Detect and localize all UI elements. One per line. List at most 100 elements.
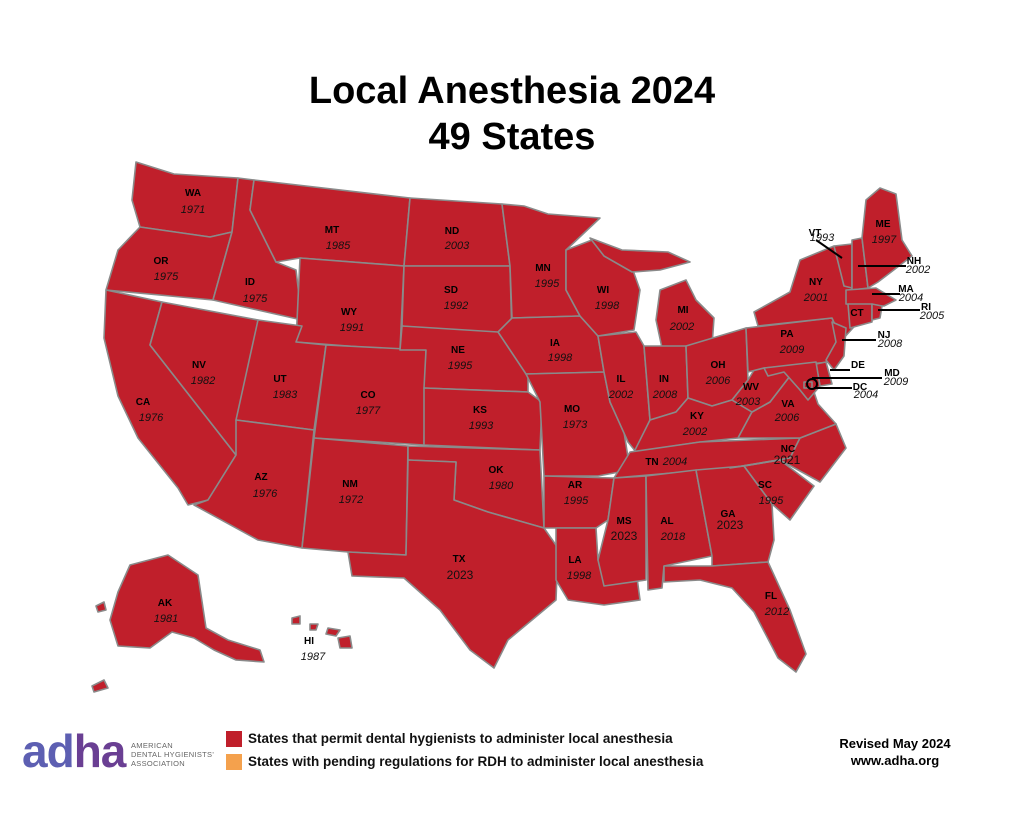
website-url: www.adha.org (850, 753, 940, 768)
state-wa[interactable] (131, 161, 239, 238)
state-label-wy: WY (341, 307, 357, 318)
hi-island-oahu (309, 623, 319, 631)
state-year-ia: 1998 (548, 352, 573, 364)
state-year-or: 1975 (154, 271, 179, 283)
state-year-ca: 1976 (139, 412, 164, 424)
state-label-id: ID (245, 277, 255, 288)
state-year-la: 1998 (567, 570, 592, 582)
state-year-ar: 1995 (564, 495, 589, 507)
state-label-ms: MS (617, 516, 632, 527)
state-fl[interactable] (663, 561, 807, 673)
state-label-or: OR (154, 256, 170, 267)
state-label-pa: PA (780, 329, 793, 340)
state-label-nh: NH (907, 256, 921, 267)
state-mi-up[interactable] (589, 237, 691, 273)
hi-island-big (337, 635, 353, 649)
state-year-mi: 2002 (669, 321, 694, 333)
state-mi[interactable] (655, 279, 715, 349)
state-label-ct: CT (850, 308, 863, 319)
ak-island-2 (91, 679, 109, 693)
state-or[interactable] (105, 226, 233, 301)
state-label-vt: VT (809, 228, 822, 239)
state-label-nm: NM (342, 479, 358, 490)
state-year-me: 1997 (872, 234, 897, 246)
state-label-co: CO (361, 390, 376, 401)
state-year-dc: 2004 (853, 389, 878, 401)
state-year-sd: 1992 (444, 300, 468, 312)
state-label-ky: KY (690, 411, 704, 422)
state-year-ks: 1993 (469, 420, 494, 432)
state-year-nv: 1982 (191, 375, 215, 387)
state-label-ri: RI (921, 302, 931, 313)
state-year-hi: 1987 (301, 651, 326, 663)
state-ri[interactable] (871, 303, 883, 321)
state-label-az: AZ (254, 472, 267, 483)
state-nc[interactable] (729, 423, 847, 483)
state-year-in: 2008 (652, 389, 678, 401)
state-year-il: 2002 (608, 389, 633, 401)
state-year-nj: 2008 (877, 338, 903, 350)
state-label-mo: MO (564, 404, 580, 415)
state-year-oh: 2006 (705, 375, 731, 387)
logo-line-2: DENTAL HYGIENISTS' (131, 750, 215, 759)
logo-line-3: ASSOCIATION (131, 759, 186, 768)
logo-wordmark-ad: ad (22, 725, 75, 777)
state-la[interactable] (555, 527, 641, 606)
state-year-wi: 1998 (595, 300, 620, 312)
legend-label-pending: States with pending regulations for RDH … (248, 754, 704, 769)
state-md[interactable] (763, 361, 821, 401)
state-label-ca: CA (136, 397, 150, 408)
state-year-sc: 1995 (759, 495, 784, 507)
revised-date: Revised May 2024 (839, 736, 951, 751)
state-year-ri: 2005 (919, 310, 945, 322)
state-label-me: ME (876, 219, 891, 230)
state-year-ga: 2023 (717, 518, 744, 532)
state-tx[interactable] (347, 459, 559, 669)
state-label-in: IN (659, 374, 669, 385)
state-year-fl: 2012 (764, 606, 789, 618)
state-label-wa: WA (185, 188, 201, 199)
adha-logo: adha (22, 725, 126, 777)
state-mt[interactable] (249, 179, 411, 267)
state-ct[interactable] (847, 303, 873, 329)
state-year-pa: 2009 (779, 344, 804, 356)
map-title: Local Anesthesia 2024 (308, 70, 716, 112)
state-label-nj: NJ (878, 330, 891, 341)
state-label-mt: MT (325, 225, 339, 236)
state-year-va: 2006 (774, 412, 800, 424)
state-ks[interactable] (423, 387, 543, 451)
state-year-mn: 1995 (535, 278, 560, 290)
state-label-tx: TX (453, 554, 466, 565)
state-year-tx: 2023 (447, 568, 474, 582)
state-label-ar: AR (568, 480, 583, 491)
state-year-ky: 2002 (682, 426, 707, 438)
leader-lines (806, 239, 920, 390)
hi-island-maui (325, 627, 341, 637)
state-label-wi: WI (597, 285, 609, 296)
map-subtitle: 49 States (428, 116, 596, 158)
state-year-ne: 1995 (448, 360, 473, 372)
state-ak[interactable] (109, 554, 265, 663)
state-label-mn: MN (535, 263, 551, 274)
state-label-ne: NE (451, 345, 465, 356)
state-wy[interactable] (295, 257, 405, 351)
state-year-az: 1976 (253, 488, 278, 500)
legend-swatch-pending (226, 754, 242, 770)
state-me[interactable] (861, 187, 913, 289)
state-label-ut: UT (273, 374, 286, 385)
state-year-mo: 1973 (563, 419, 588, 431)
state-year-wy: 1991 (340, 322, 364, 334)
state-year-ut: 1983 (273, 389, 298, 401)
state-year-ak: 1981 (154, 613, 178, 625)
state-label-ks: KS (473, 405, 487, 416)
state-label-ia: IA (550, 338, 560, 349)
state-ma[interactable] (845, 287, 897, 307)
state-year-nh: 2002 (905, 264, 930, 276)
state-label-nc: NC (781, 444, 795, 455)
state-label-hi: HI (304, 636, 314, 647)
state-year-tn: 2004 (662, 456, 687, 468)
state-label-dc: DC (853, 382, 867, 393)
state-year-id: 1975 (243, 293, 268, 305)
